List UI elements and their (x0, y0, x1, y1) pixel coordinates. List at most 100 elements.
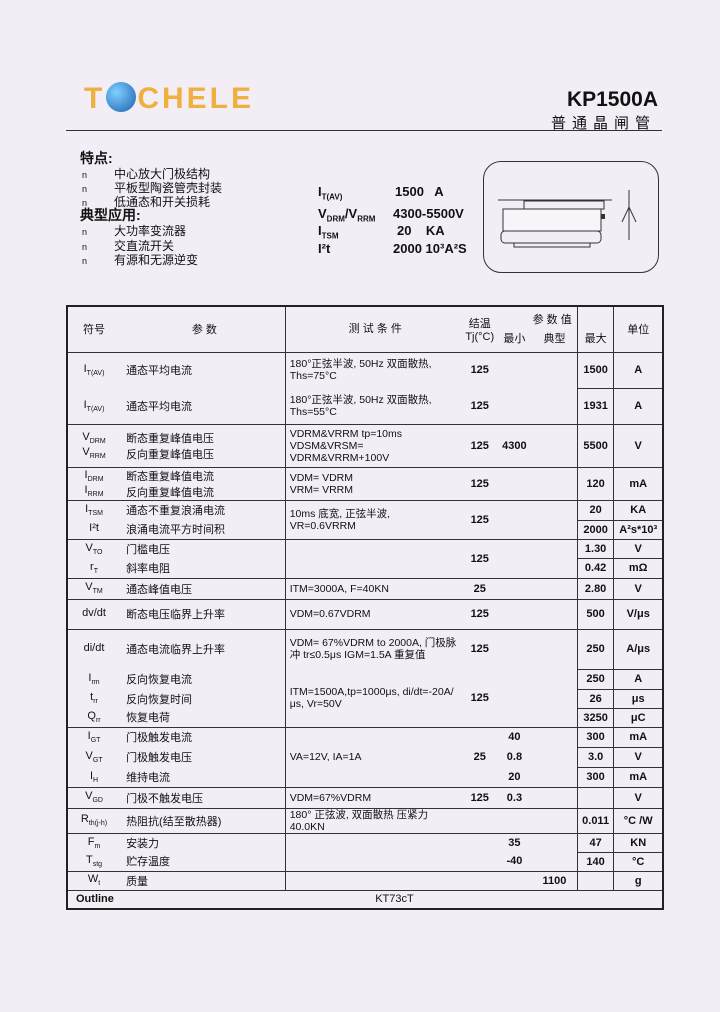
table-row: IH 维持电流 20 300 mA (67, 766, 663, 787)
header-unit: 单位 (613, 306, 663, 352)
param-cell: 门槛电压 (120, 538, 286, 558)
cond-cell (284, 538, 463, 578)
application-item: n 大功率变流器 (82, 224, 187, 238)
symbol-cell: trr (90, 691, 98, 706)
tj-cell: 125 (462, 628, 497, 669)
applications-title: 典型应用: (80, 207, 141, 223)
table-row: rT 斜率电阻 0.42 mΩ (67, 557, 663, 578)
max-cell: 300 (576, 766, 614, 787)
tj-cell: 125 (470, 399, 489, 412)
typ-cell (532, 538, 578, 578)
feature-item: n 中心放大门极结构 (82, 167, 211, 181)
table-row: Wt 质量 1100 g (67, 870, 663, 890)
max-cell: 47 (576, 832, 614, 852)
typ-cell (532, 852, 577, 871)
tj-cell (462, 807, 497, 833)
unit-cell: A²s*10³ (613, 519, 663, 539)
min-cell (496, 466, 533, 500)
param-cell: 贮存温度 (126, 856, 171, 869)
unit-cell: g (613, 870, 663, 890)
thyristor-package-icon (498, 190, 637, 248)
table-row: VGT 门极触发电压 0.8 3.0 V (67, 746, 663, 767)
table-row: VDRM VRRM 断态重复峰值电压 反向重复峰值电压 VDRM&VRRM tp=10m… (67, 423, 663, 467)
spec-itav-value: 1500 A (395, 184, 444, 199)
company-logo: T CHELE (84, 82, 254, 116)
max-cell: 1.30 (576, 538, 614, 558)
max-cell: 0.011 (576, 807, 614, 833)
spec-itsm-value: 20 KA (397, 223, 445, 238)
header-symbol: 符号 (83, 324, 106, 337)
max-cell: 500 (576, 598, 614, 629)
cond-cell (284, 832, 463, 871)
unit-cell: V (613, 423, 663, 467)
max-cell: 1500 (576, 351, 614, 388)
max-cell: 120 (576, 466, 614, 500)
param-cell: 热阻抗(结至散热器) (120, 807, 286, 833)
unit-cell: μC (613, 707, 663, 727)
outline-label: Outline (67, 889, 286, 909)
spec-itav: IT(AV) (318, 184, 343, 202)
max-cell: 300 (576, 726, 614, 747)
typ-cell (532, 669, 577, 727)
max-cell: 0.42 (576, 557, 614, 578)
parameter-table: 符号参 数测 试 条 件结温 Tj(°C) 最小参 数 值典型 最大 单位 IT(AV) 通… (66, 305, 664, 910)
param-cell: 斜率电阻 (126, 562, 171, 575)
spec-vdrm-value: 4300-5500V (393, 206, 464, 221)
max-cell: 3250 (576, 707, 614, 727)
unit-cell: mA (613, 466, 663, 500)
tj-cell: 125 (462, 466, 497, 500)
min-cell (496, 598, 533, 629)
table-row: IT(AV) 通态平均电流 180°正弦半波, 50Hz 双面散热, Ths=75°… (67, 351, 663, 388)
cond-cell: 180°正弦半波, 50Hz 双面散热, Ths=55°C (284, 388, 463, 424)
unit-cell: KA (613, 499, 663, 520)
tj-cell: 125 (462, 423, 497, 467)
logo-text: CHELE (137, 82, 255, 115)
unit-cell: A (613, 387, 663, 424)
min-cell (496, 577, 533, 599)
max-cell: 2.80 (576, 577, 614, 599)
unit-cell: °C (613, 851, 663, 871)
header-min: 最小 (503, 332, 526, 345)
package-drawing (483, 161, 659, 273)
min-cell: 35 (496, 832, 533, 852)
unit-cell: V/μs (613, 598, 663, 629)
features-title: 特点: (80, 150, 113, 166)
max-cell: 250 (576, 668, 614, 689)
param-cell: 通态电流临界上升率 (120, 628, 286, 669)
table-row: Fm 安装力 35 47 KN (67, 832, 663, 871)
typ-cell (532, 499, 578, 539)
table-row: Tstg 贮存温度 -40 140 °C (67, 851, 663, 871)
unit-cell: A (613, 351, 663, 388)
min-cell (496, 538, 533, 578)
header-param: 参 数 (191, 324, 217, 337)
unit-cell: A (613, 668, 663, 689)
tj-cell (462, 832, 497, 871)
param-cell: 通态平均电流 (120, 351, 286, 388)
cond-cell: ITM=1500A,tp=1000μs, di/dt=-20A/μs, Vr=5… (284, 669, 463, 727)
symbol-cell: VDRM VRRM (67, 423, 121, 467)
logo-text: T (84, 82, 106, 115)
cond-cell: ITM=3000A, F=40KN (284, 577, 463, 599)
spec-vdrm: VDRM/VRRM (318, 206, 376, 224)
symbol-cell: Rth(j-h) (67, 807, 121, 833)
table-row: IDRM IRRM 断态重复峰值电流 反向重复峰值电流 VDM= VDRM VRM= VR… (67, 466, 663, 500)
table-row: VGD 门极不触发电压 VDM=67%VDRM 125 0.3 V (67, 786, 663, 808)
param-cell: 维持电流 (126, 771, 171, 784)
symbol-cell: IH (89, 769, 99, 784)
table-row: di/dt 通态电流临界上升率 VDM= 67%VDRM to 2000A, 门极脉… (67, 628, 663, 669)
cond-cell: 180°正弦半波, 50Hz 双面散热, Ths=75°C (284, 351, 463, 388)
typ-cell (532, 388, 577, 424)
param-cell: 浪涌电流平方时间积 (126, 524, 226, 537)
table-row: IGT 门极触发电流 VA=12V, IA=1A 25 40 300 mA (67, 726, 663, 787)
table-row: dv/dt 断态电压临界上升率 VDM=0.67VDRM 125 500 V/μs (67, 598, 663, 629)
typ-cell (532, 767, 577, 787)
min-cell: 4300 (496, 423, 533, 467)
unit-cell: KN (613, 832, 663, 852)
min-cell: 0.3 (496, 786, 533, 808)
table-row: VTO 门槛电压 125 1.30 V (67, 538, 663, 578)
cond-cell: VDRM&VRRM tp=10ms VDSM&VRSM= VDRM&VRRM+10… (284, 423, 463, 467)
max-cell (576, 870, 614, 890)
min-cell (496, 499, 533, 539)
symbol-cell: Qrr (87, 710, 101, 725)
product-type: 普通晶闸管 (550, 115, 656, 132)
